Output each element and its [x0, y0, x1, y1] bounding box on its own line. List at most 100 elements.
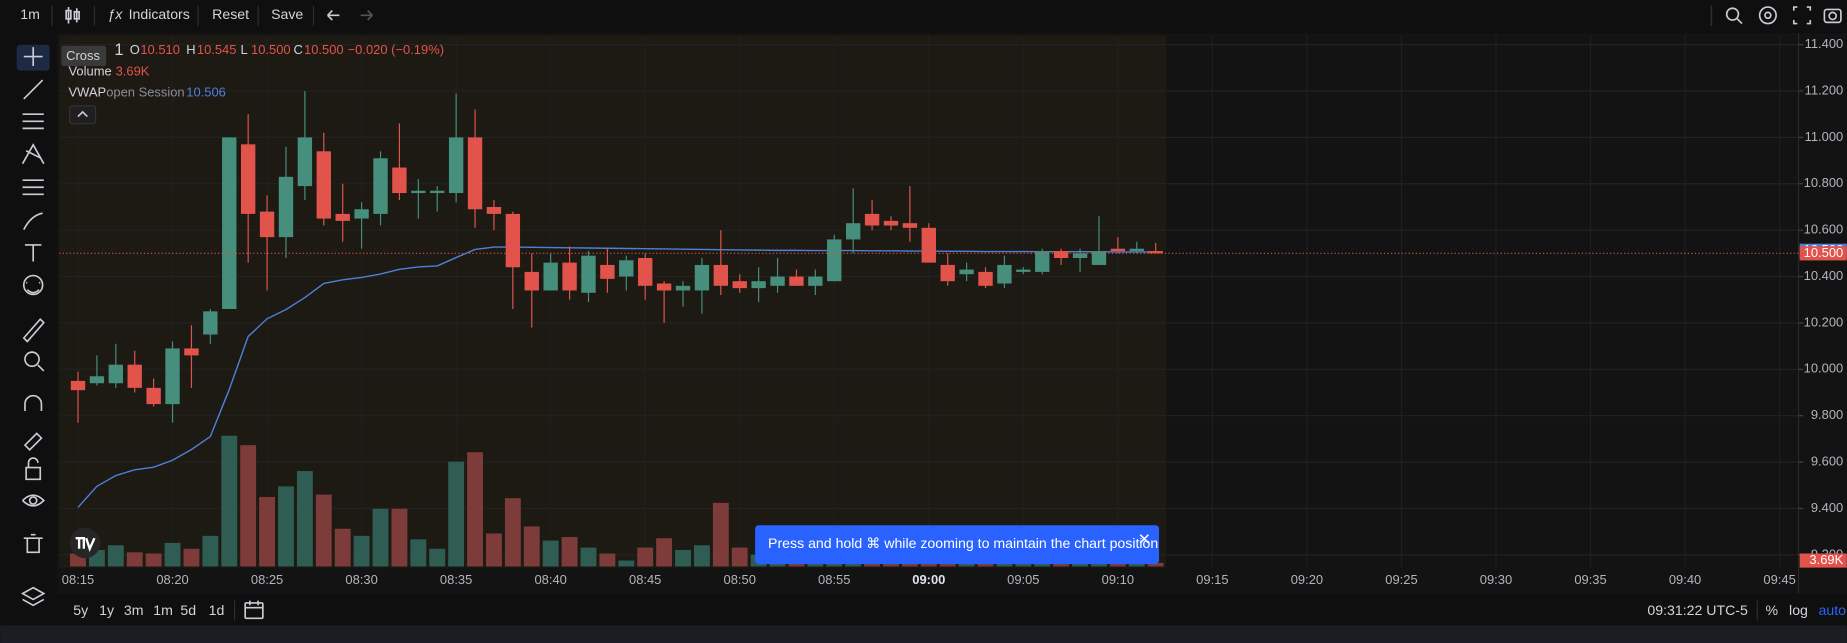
volume-bar	[164, 542, 181, 567]
x-tick-label: 09:45	[1763, 572, 1795, 587]
volume-bar	[675, 549, 691, 567]
indicators-button[interactable]: Indicators	[129, 6, 190, 22]
candle-body	[713, 264, 729, 286]
log-toggle[interactable]: log	[1789, 602, 1808, 618]
candle-body	[222, 137, 237, 310]
volume-bar	[693, 545, 710, 567]
toast	[755, 525, 1160, 565]
vwap-legend-name: VWAP	[69, 84, 107, 99]
x-tick-label: 08:20	[156, 572, 188, 587]
ohlc-value: 10.510	[140, 42, 180, 57]
tool-icon[interactable]	[23, 533, 43, 554]
x-tick-label: 08:30	[345, 572, 377, 587]
chart-type-button[interactable]	[65, 7, 80, 24]
x-tick-label: 08:15	[62, 572, 94, 587]
candle-body	[524, 271, 539, 291]
toast-close[interactable]	[1139, 534, 1149, 544]
x-tick-label: 09:35	[1574, 572, 1606, 587]
percent-toggle[interactable]: %	[1766, 602, 1779, 618]
tool-icon[interactable]	[23, 47, 43, 66]
vwap-line	[77, 246, 1156, 508]
volume-bar	[259, 496, 276, 567]
x-tick-label: 09:40	[1669, 572, 1701, 587]
auto-toggle[interactable]: auto	[1819, 602, 1847, 618]
reset-button[interactable]: Reset	[212, 6, 249, 22]
settings-button[interactable]	[1758, 6, 1777, 25]
top-toolbar	[0, 0, 1847, 33]
candle-body	[1035, 251, 1050, 272]
y-tick-label: 10.800	[1804, 175, 1844, 190]
range-button[interactable]: 1m	[153, 602, 173, 618]
tool-icon[interactable]	[23, 432, 43, 452]
y-tick-label: 9.600	[1811, 454, 1843, 469]
range-button[interactable]: 1y	[99, 602, 115, 618]
volume-legend-name: Volume	[69, 63, 112, 78]
volume-bar	[486, 533, 502, 567]
candle-body	[278, 176, 294, 238]
tool-icon[interactable]	[37, 364, 45, 372]
volume-bar	[315, 494, 332, 567]
candle-body	[373, 158, 388, 214]
tool-icon[interactable]	[26, 281, 41, 294]
ohlc-label: L	[240, 42, 247, 57]
range-button[interactable]: 5d	[180, 602, 196, 618]
footer-strip	[0, 625, 1847, 643]
tool-icon[interactable]	[25, 457, 42, 481]
save-button[interactable]: Save	[271, 6, 303, 22]
x-tick-label: 08:50	[724, 572, 756, 587]
date-range-button[interactable]	[244, 600, 264, 620]
tool-icon[interactable]	[24, 394, 43, 412]
tool-icon[interactable]	[22, 494, 45, 507]
tool-icon[interactable]	[23, 79, 44, 100]
tool-icon[interactable]	[22, 179, 44, 196]
collapse-legend-button[interactable]	[69, 105, 97, 125]
redo-button[interactable]	[360, 10, 373, 21]
x-tick-label: 09:30	[1480, 572, 1512, 587]
change: −0.020 (−0.19%)	[348, 42, 444, 57]
fullscreen-button[interactable]	[1792, 6, 1812, 25]
ohlc-value: 10.500	[304, 42, 344, 57]
volume-bar	[221, 435, 238, 567]
x-tick-label: 08:35	[440, 572, 472, 587]
range-button[interactable]: 1d	[209, 602, 225, 618]
tool-icon[interactable]	[24, 244, 42, 262]
tool-icon[interactable]	[28, 496, 38, 505]
tooltip-box	[61, 45, 107, 66]
interval-button[interactable]: 1m	[20, 6, 40, 22]
candle-body	[1053, 251, 1069, 258]
range-button[interactable]: 5y	[73, 602, 89, 618]
candle-body	[467, 137, 483, 210]
candle-body	[486, 206, 502, 214]
range-buttons: 5y 1y 3m 1m 5d 1d	[73, 602, 224, 618]
tool-icon[interactable]	[22, 317, 45, 343]
range-button[interactable]: 3m	[124, 602, 144, 618]
y-tick-label: 11.400	[1805, 36, 1844, 51]
tool-icon[interactable]	[22, 274, 44, 296]
undo-button[interactable]	[327, 10, 340, 21]
ohlc-value: 10.500	[251, 42, 291, 57]
snapshot-button[interactable]	[1823, 8, 1842, 24]
candle-body	[430, 190, 445, 194]
ohlc-label: C	[293, 42, 302, 57]
last-price-badge	[1799, 246, 1847, 261]
tool-icon[interactable]	[23, 212, 43, 231]
volume-bar	[467, 452, 483, 567]
last-price-label: 10.500	[1804, 245, 1844, 260]
tool-icon[interactable]	[20, 586, 46, 607]
volume-bar	[240, 445, 257, 567]
y-tick-label: 10.600	[1804, 222, 1844, 237]
clock: 09:31:22 UTC-5	[1647, 602, 1748, 618]
tool-icon[interactable]	[21, 143, 45, 165]
ohlc-label: H	[186, 42, 195, 57]
candle-body	[108, 364, 124, 384]
candle-body	[656, 283, 672, 291]
volume-bar	[429, 548, 446, 567]
tool-icon[interactable]	[22, 113, 44, 130]
search-button[interactable]	[1725, 7, 1740, 21]
candle-body	[335, 213, 350, 221]
tool-icon[interactable]	[24, 351, 40, 368]
candle-body	[789, 276, 804, 286]
candle-body	[1110, 248, 1126, 252]
volume-bar	[637, 547, 654, 567]
x-tick-label: 08:45	[629, 572, 661, 587]
